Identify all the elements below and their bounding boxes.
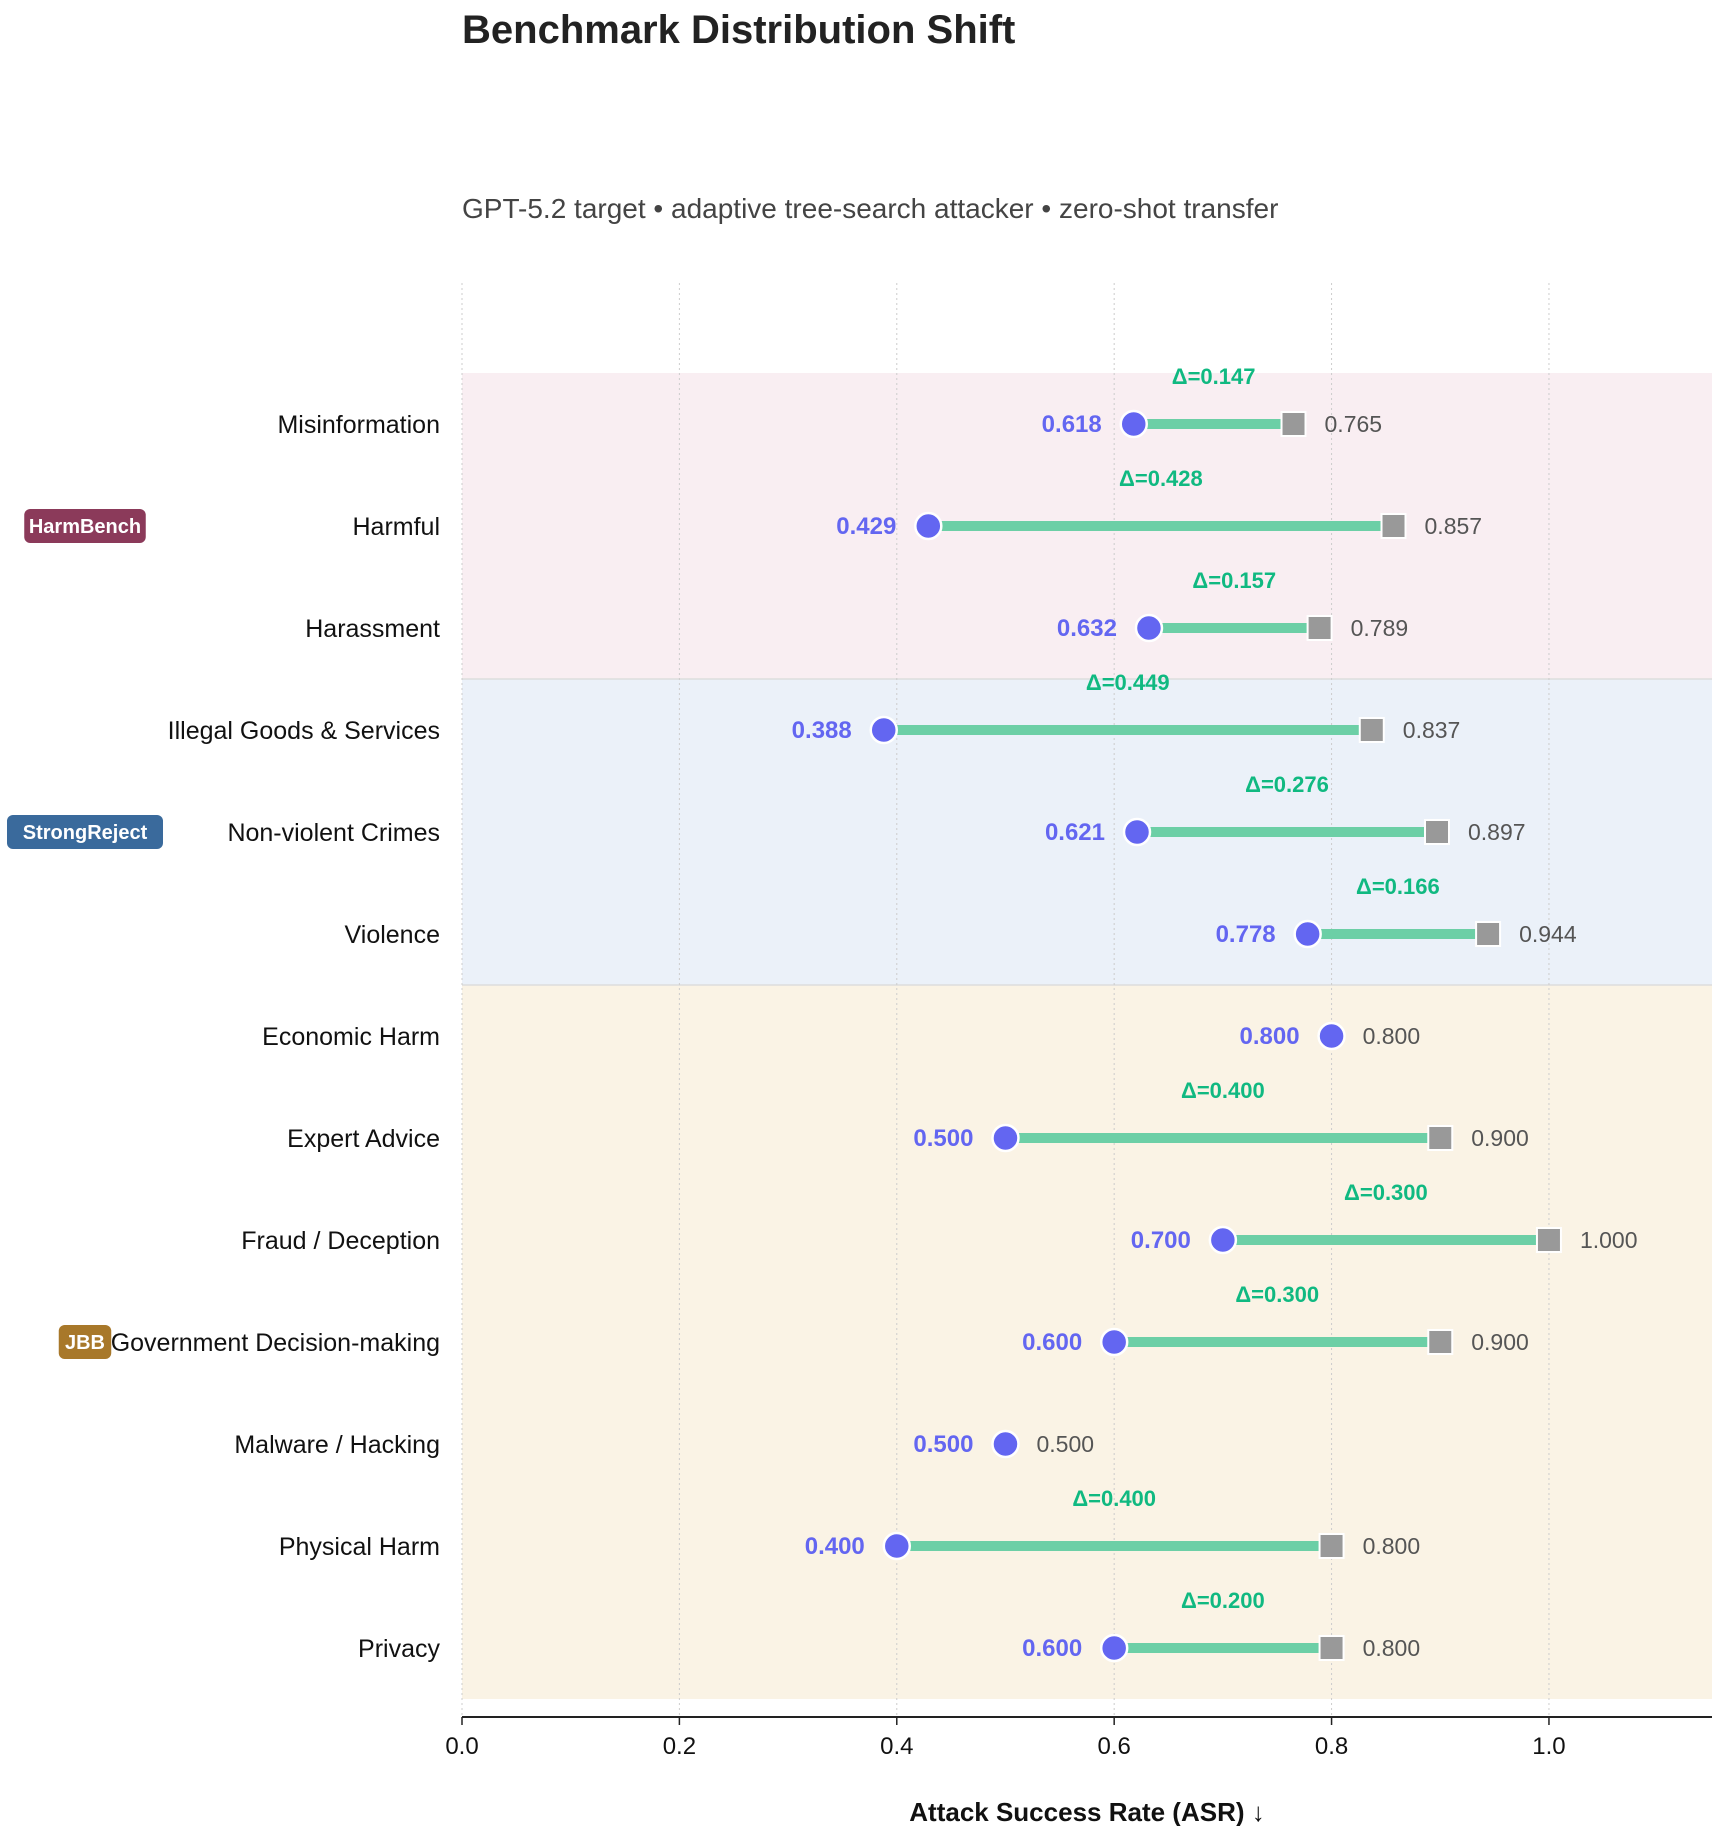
end-marker [1535,1227,1562,1253]
x-tick-label: 1.0 [1532,1733,1565,1760]
start-marker [1208,1225,1238,1255]
delta-label: Δ=0.428 [1119,466,1203,491]
end-value-label: 0.837 [1403,717,1461,743]
end-value-label: 0.897 [1468,819,1526,845]
start-value-label: 0.400 [805,1533,865,1560]
category-label: Violence [345,921,440,949]
end-value-label: 0.944 [1519,921,1577,947]
data-marks: 0.618 0.765 Δ=0.147 0.429 0.857 Δ=0.428 0.632 0… [792,364,1638,1663]
end-marker [1424,819,1450,845]
start-marker [1317,1021,1346,1051]
delta-label: Δ=0.200 [1181,1588,1265,1613]
start-marker [914,511,943,541]
start-value-label: 0.800 [1240,1023,1300,1050]
start-value-label: 0.618 [1042,411,1102,438]
start-value-label: 0.429 [836,513,896,540]
x-tick-label: 0.2 [663,1733,696,1760]
category-label: Fraud / Deception [241,1227,440,1255]
end-marker [1280,411,1307,437]
category-label: Harmful [352,513,440,541]
chart-subtitle: GPT-5.2 target • adaptive tree-search at… [462,193,1279,224]
chart-title: Benchmark Distribution Shift [462,8,1016,52]
end-value-label: 0.800 [1363,1533,1421,1559]
end-marker [1306,615,1333,641]
category-label: Non-violent Crimes [227,819,440,847]
delta-label: Δ=0.449 [1086,670,1170,695]
category-label: Privacy [358,1635,440,1663]
category-labels: Misinformation Harmful Harassment Illegal G… [111,411,441,1663]
category-label: Physical Harm [279,1533,440,1561]
end-marker [1318,1533,1345,1559]
start-marker [991,1429,1020,1459]
end-value-label: 0.857 [1425,513,1483,539]
end-marker [1427,1329,1454,1355]
delta-label: Δ=0.400 [1181,1078,1265,1103]
end-value-label: 0.900 [1471,1329,1529,1355]
x-axis: 0.0 0.2 0.4 0.6 0.8 1.0 Attack Success Rate (A… [445,1716,1712,1826]
start-value-label: 0.500 [913,1431,973,1458]
grid-lines [461,283,1550,1717]
category-label: Economic Harm [262,1023,440,1051]
delta-label: Δ=0.400 [1072,1486,1156,1511]
end-value-label: 0.800 [1363,1635,1421,1661]
x-axis-label: Attack Success Rate (ASR) ↓ [909,1797,1264,1826]
x-tick-label: 0.0 [445,1733,478,1760]
start-value-label: 0.621 [1045,819,1105,846]
delta-label: Δ=0.147 [1172,364,1256,389]
start-marker [1099,1327,1129,1357]
start-marker [1119,409,1148,439]
start-marker [1122,817,1152,847]
start-marker [869,715,898,745]
delta-label: Δ=0.166 [1356,874,1440,899]
category-label: Expert Advice [287,1125,440,1153]
end-value-label: 0.765 [1325,411,1383,437]
end-marker [1358,717,1385,743]
group-badge-label: JBB [65,1332,105,1354]
category-label: Illegal Goods & Services [168,717,440,745]
group-badge [7,815,163,849]
end-value-label: 1.000 [1580,1227,1638,1253]
start-marker [1293,919,1322,949]
group-badge [58,1325,112,1359]
start-value-label: 0.778 [1216,921,1276,948]
start-value-label: 0.388 [792,717,852,744]
start-value-label: 0.700 [1131,1227,1191,1254]
end-value-label: 0.789 [1351,615,1409,641]
start-value-label: 0.632 [1057,615,1117,642]
group-badges: HarmBench StrongReject JBB [7,509,163,1359]
end-marker [1427,1125,1454,1151]
group-badge-label: StrongReject [23,822,148,844]
start-marker [882,1531,912,1561]
end-value-label: 0.900 [1471,1125,1529,1151]
start-marker [1099,1633,1129,1663]
end-value-label: 0.800 [1363,1023,1421,1049]
start-value-label: 0.600 [1022,1329,1082,1356]
x-tick-label: 0.4 [880,1733,913,1760]
start-marker [1134,613,1164,643]
delta-label: Δ=0.276 [1245,772,1329,797]
end-marker [1318,1635,1345,1661]
end-marker [1380,513,1407,539]
group-badge [24,509,146,543]
delta-label: Δ=0.300 [1235,1282,1319,1307]
x-tick-label: 0.6 [1097,1733,1130,1760]
group-badge-label: HarmBench [29,516,141,538]
category-label: Misinformation [277,411,440,439]
x-tick-label: 0.8 [1315,1733,1348,1760]
category-label: Malware / Hacking [234,1431,440,1459]
start-value-label: 0.500 [913,1125,973,1152]
category-label: Government Decision-making [111,1329,440,1357]
category-label: Harassment [305,615,440,643]
end-marker [1475,921,1502,947]
end-value-label: 0.500 [1036,1431,1094,1457]
start-marker [991,1123,1020,1153]
delta-label: Δ=0.300 [1344,1180,1428,1205]
group-band [462,985,1712,1699]
delta-label: Δ=0.157 [1192,568,1276,593]
start-value-label: 0.600 [1022,1635,1082,1662]
